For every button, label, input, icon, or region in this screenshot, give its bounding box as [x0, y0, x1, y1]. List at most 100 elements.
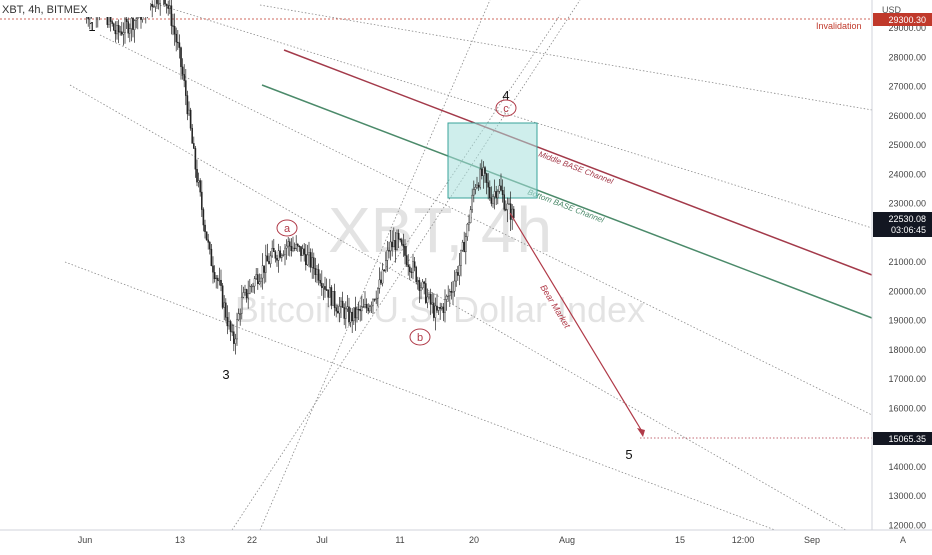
candle-body	[375, 298, 378, 300]
candle-body	[221, 285, 224, 308]
wave-4-zone-box[interactable]	[447, 122, 538, 199]
candle-body	[239, 313, 242, 315]
candle-body	[167, 5, 170, 9]
candle-body	[111, 21, 113, 24]
middle-base-channel-line[interactable]	[283, 49, 873, 276]
candle-body	[152, 6, 155, 8]
time-tick-label: 13	[175, 535, 185, 545]
candle-body	[361, 306, 363, 312]
candle-body	[353, 307, 355, 322]
invalidation-price: 29300.30	[888, 15, 926, 25]
subwave-circle	[409, 328, 431, 346]
candle-body	[250, 285, 253, 288]
candle-body	[223, 302, 226, 308]
candle-body	[442, 306, 445, 313]
auto-scale-button[interactable]: A	[900, 535, 906, 545]
candle-body	[266, 255, 269, 262]
candle-body	[276, 258, 278, 261]
candle-body	[220, 279, 222, 286]
candle-body	[345, 308, 347, 319]
candle-body	[471, 194, 474, 210]
candle-body	[117, 25, 120, 33]
candle-body	[380, 279, 382, 284]
price-tick-label: 23000.00	[888, 199, 926, 209]
candle-body	[461, 241, 464, 251]
candle-body	[305, 254, 307, 266]
invalidation-label: Invalidation	[816, 21, 862, 31]
candle-body	[335, 307, 338, 312]
last-price: 22530.08	[888, 214, 926, 224]
bear-market-arrow[interactable]	[509, 212, 644, 434]
candle-body	[383, 269, 386, 271]
candle-body	[476, 184, 478, 188]
candle-body	[192, 143, 195, 149]
price-tick-label: 26000.00	[888, 111, 926, 121]
price-tick-label: 21000.00	[888, 257, 926, 267]
candle-body	[500, 185, 502, 191]
candle-body	[292, 247, 294, 251]
time-tick-label: Aug	[559, 535, 575, 545]
subwave-b-label: b	[417, 332, 423, 344]
candle-body	[245, 289, 248, 299]
candle-body	[434, 305, 437, 318]
candle-body	[114, 30, 117, 35]
candle-body	[175, 33, 178, 43]
candle-body	[268, 261, 270, 264]
candle-body	[373, 299, 376, 301]
candle-body	[202, 209, 205, 226]
candle-body	[258, 281, 261, 285]
candle-body	[463, 241, 466, 253]
candle-body	[180, 47, 182, 68]
candle-body	[436, 305, 438, 311]
candle-body	[365, 304, 368, 309]
candle-body	[485, 173, 488, 183]
candle-body	[149, 3, 152, 7]
candle-body	[215, 277, 218, 280]
subwave-circle	[276, 219, 298, 237]
candle-body	[205, 231, 208, 241]
candle-body	[327, 289, 330, 298]
time-tick-label: Sep	[804, 535, 820, 545]
candle-body	[186, 95, 189, 115]
symbol-label[interactable]: XBT, 4h, BITMEX	[2, 4, 88, 16]
candle-body	[240, 296, 243, 314]
candle-body	[317, 269, 320, 281]
time-tick-label: 15	[675, 535, 685, 545]
price-axis[interactable]: USD 29000.00 28000.00 27000.00 26000.00 2500…	[871, 0, 932, 530]
candle-body	[330, 287, 333, 306]
candle-body	[389, 241, 392, 252]
candle-body	[226, 317, 229, 327]
candle-body	[301, 248, 304, 256]
candle-body	[378, 279, 381, 289]
candle-body	[284, 247, 286, 255]
candle-body	[337, 310, 339, 314]
time-tick-label: Jul	[316, 535, 328, 545]
candle-body	[482, 167, 485, 177]
candle-body	[279, 250, 282, 258]
candle-body	[511, 208, 514, 220]
bottom-base-channel-line[interactable]	[261, 84, 873, 319]
time-axis[interactable]: Jun 13 22 Jul 11 20 Aug 15 12:00 Sep A	[0, 529, 932, 550]
candle-body	[465, 236, 467, 253]
candle-body	[405, 255, 408, 266]
candle-body	[401, 239, 403, 245]
price-tick-label: 12000.00	[888, 520, 926, 530]
candle-body	[274, 251, 277, 259]
candle-body	[207, 239, 210, 243]
candle-body	[513, 208, 515, 218]
candle-body	[426, 296, 429, 303]
candle-body	[431, 302, 434, 305]
candle-body	[441, 306, 443, 309]
price-tick-label: 17000.00	[888, 374, 926, 384]
candle-body	[468, 222, 470, 225]
candle-body	[479, 168, 482, 188]
candle-body	[132, 18, 134, 30]
candle-body	[281, 255, 283, 258]
currency-label: USD	[882, 5, 902, 15]
candle-body	[372, 299, 374, 306]
candle-body	[343, 307, 346, 319]
candle-body	[329, 287, 331, 298]
candle-body	[321, 282, 323, 288]
